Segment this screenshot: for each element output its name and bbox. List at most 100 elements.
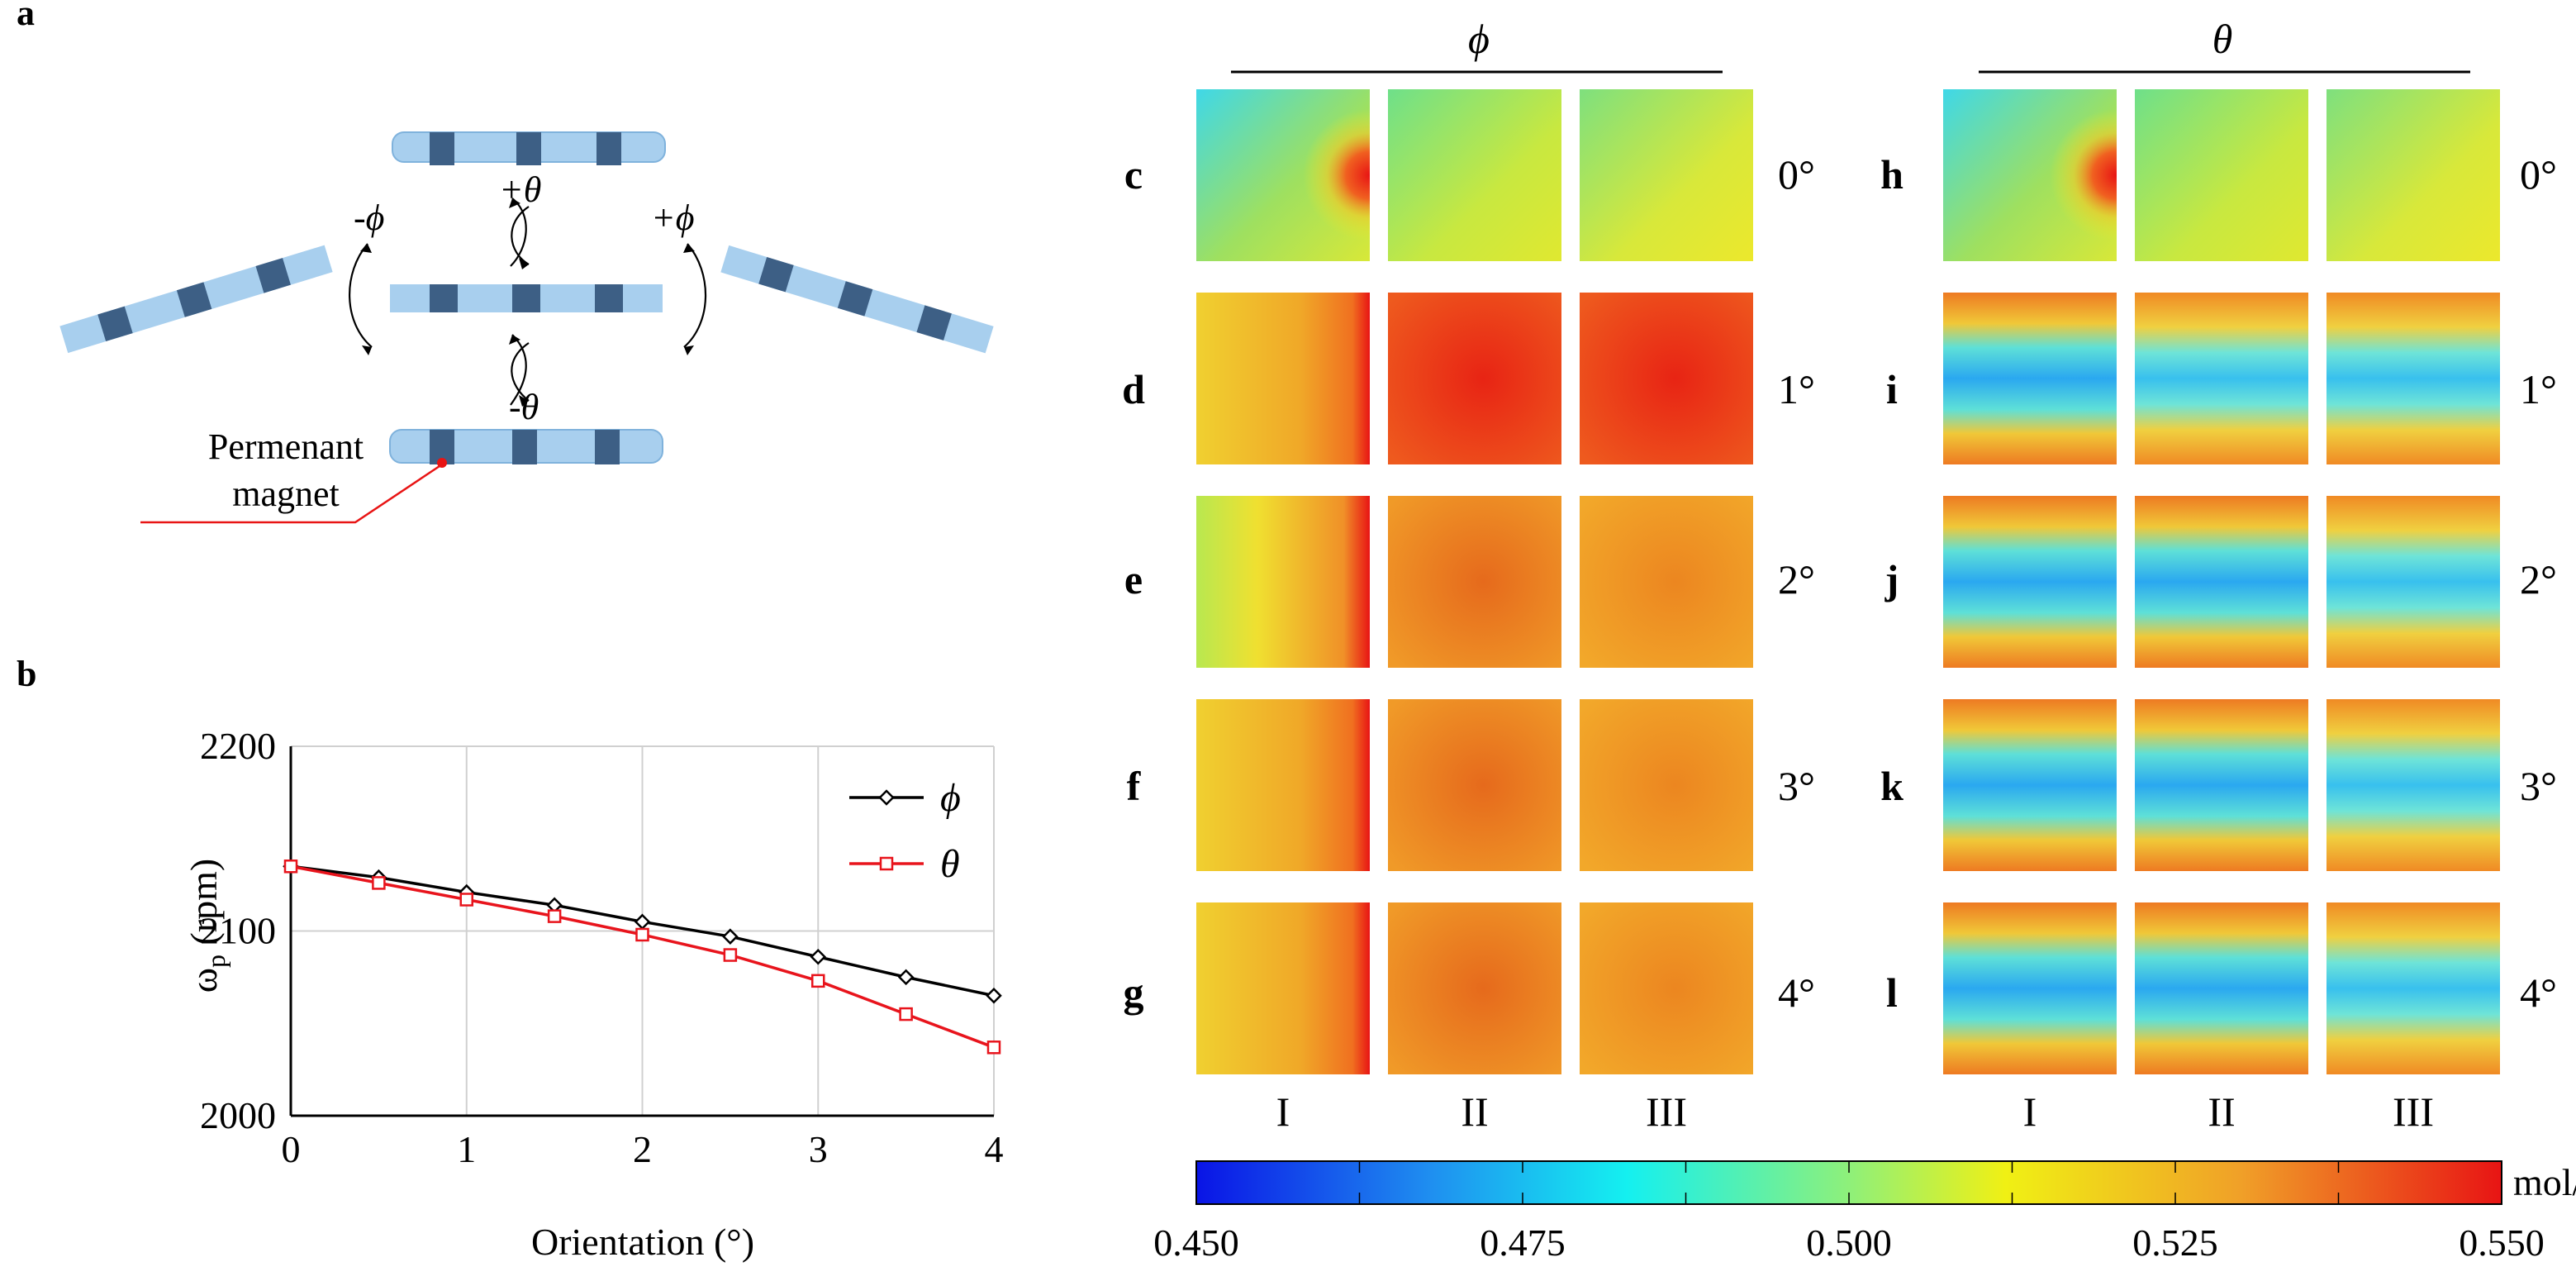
map-phi-2-III bbox=[1580, 496, 1753, 668]
row-letter-k: k bbox=[1880, 763, 1903, 809]
series-0-point-4 bbox=[634, 913, 651, 931]
map-theta-1-II bbox=[2135, 293, 2308, 464]
x-tick-4: 4 bbox=[985, 1128, 1004, 1170]
colorbar-tick-labels: 0.450 0.475 0.500 0.525 0.550 bbox=[1153, 1221, 2545, 1264]
theta-col-III: III bbox=[2393, 1088, 2434, 1135]
map-theta-4-I bbox=[1943, 902, 2117, 1074]
legend-marker-1 bbox=[879, 856, 894, 871]
row-letter-h: h bbox=[1880, 151, 1903, 198]
theta-angle-labels: 0° 1° 2° 3° 4° bbox=[2520, 151, 2557, 1016]
theta-angle-0: 0° bbox=[2520, 151, 2557, 198]
phi-row-letters: c d e f g bbox=[1122, 151, 1145, 1016]
map-phi-3-III bbox=[1580, 699, 1753, 871]
chart-tick-labels: 0 1 2 3 4 2000 2100 2200 bbox=[200, 725, 1004, 1170]
legend-label-0: ϕ bbox=[940, 776, 961, 820]
map-phi-1-III bbox=[1580, 293, 1753, 464]
theta-row-letters: h i j k l bbox=[1880, 151, 1903, 1016]
magnet-label-line1: Permenant bbox=[208, 426, 364, 467]
phi-angle-4: 4° bbox=[1778, 969, 1815, 1016]
x-tick-3: 3 bbox=[809, 1128, 828, 1170]
row-letter-l: l bbox=[1886, 969, 1898, 1016]
series-0-point-7 bbox=[897, 969, 915, 986]
legend-marker-0 bbox=[878, 789, 895, 806]
magnet-bar-tilted-right bbox=[720, 245, 994, 354]
colorbar-label-2: 0.500 bbox=[1806, 1221, 1892, 1264]
chart-y-axis-label: ωp (rpm) bbox=[183, 859, 231, 993]
y-label-main: ω bbox=[183, 968, 225, 993]
colorbar-label-4: 0.550 bbox=[2459, 1221, 2545, 1264]
theta-angle-2: 2° bbox=[2520, 556, 2557, 602]
column-labels: I II III I II III bbox=[1276, 1088, 2434, 1135]
phi-col-II: II bbox=[1461, 1088, 1488, 1135]
row-letter-j: j bbox=[1884, 556, 1899, 602]
series-1-point-5 bbox=[723, 948, 738, 962]
panel-b-letter: b bbox=[17, 654, 36, 694]
row-letter-g: g bbox=[1124, 969, 1144, 1016]
theta-col-I: I bbox=[2023, 1088, 2037, 1135]
map-theta-3-III bbox=[2326, 699, 2500, 871]
series-1-point-1 bbox=[372, 876, 386, 890]
colorbar: 0.450 0.475 0.500 0.525 0.550 mol/m3 bbox=[1153, 1159, 2576, 1264]
theta-angle-4: 4° bbox=[2520, 969, 2557, 1016]
arrow-heads bbox=[360, 198, 695, 407]
chart-x-axis-label: Orientation (°) bbox=[531, 1221, 754, 1263]
theta-angle-1: 1° bbox=[2520, 366, 2557, 412]
phi-angle-labels: 0° 1° 2° 3° 4° bbox=[1778, 151, 1815, 1016]
row-letter-i: i bbox=[1886, 366, 1898, 412]
series-0-point-8 bbox=[986, 987, 1002, 1004]
magnet-bar-top bbox=[392, 131, 666, 165]
panel-a-letter: a bbox=[17, 0, 35, 33]
map-phi-0-II bbox=[1388, 89, 1561, 261]
colorbar-label-3: 0.525 bbox=[2132, 1221, 2218, 1264]
colorbar-unit: mol/m3 bbox=[2513, 1159, 2576, 1203]
map-phi-2-I bbox=[1196, 496, 1370, 668]
y-label-unit: (rpm) bbox=[183, 859, 225, 955]
map-phi-0-III bbox=[1580, 89, 1753, 261]
series-1-point-6 bbox=[811, 974, 825, 988]
y-tick-2100: 2100 bbox=[200, 910, 276, 952]
x-tick-1: 1 bbox=[457, 1128, 476, 1170]
phi-angle-0: 0° bbox=[1778, 151, 1815, 198]
theta-col-II: II bbox=[2208, 1088, 2235, 1135]
series-1-point-0 bbox=[283, 860, 298, 874]
colorbar-unit-base: mol/m bbox=[2513, 1161, 2576, 1203]
legend-label-1: θ bbox=[940, 842, 960, 886]
map-phi-3-II bbox=[1388, 699, 1561, 871]
map-phi-4-III bbox=[1580, 902, 1753, 1074]
chart-legend: ϕθ bbox=[849, 776, 961, 886]
map-theta-2-I bbox=[1943, 496, 2117, 668]
row-letter-e: e bbox=[1124, 556, 1143, 602]
phi-header: ϕ bbox=[1468, 16, 1490, 62]
series-0-point-5 bbox=[722, 928, 739, 945]
map-theta-4-III bbox=[2326, 902, 2500, 1074]
series-1-point-2 bbox=[459, 893, 473, 907]
map-phi-1-I bbox=[1196, 293, 1370, 464]
map-theta-0-II bbox=[2135, 89, 2308, 261]
chart-series bbox=[283, 858, 1002, 1055]
phi-angle-1: 1° bbox=[1778, 366, 1815, 412]
phi-angle-2: 2° bbox=[1778, 556, 1815, 602]
theta-map-grid bbox=[1943, 89, 2500, 1074]
phi-col-I: I bbox=[1276, 1088, 1290, 1135]
map-theta-1-III bbox=[2326, 293, 2500, 464]
orientation-chart: 0 1 2 3 4 2000 2100 2200 ϕθ Orientation (°) ωp … bbox=[183, 725, 1004, 1263]
y-label-sub: p bbox=[201, 955, 231, 968]
map-theta-3-I bbox=[1943, 699, 2117, 871]
row-letter-c: c bbox=[1124, 151, 1143, 198]
theta-angle-3: 3° bbox=[2520, 763, 2557, 809]
map-theta-0-III bbox=[2326, 89, 2500, 261]
map-theta-4-II bbox=[2135, 902, 2308, 1074]
map-phi-4-II bbox=[1388, 902, 1561, 1074]
series-1-point-3 bbox=[547, 909, 562, 923]
map-phi-1-II bbox=[1388, 293, 1561, 464]
magnet-bar-tilted-left bbox=[59, 245, 333, 354]
label-minus-phi: -ϕ bbox=[354, 198, 384, 238]
phi-map-grid bbox=[1196, 89, 1753, 1074]
label-plus-phi: +ϕ bbox=[651, 198, 694, 238]
colorbar-label-0: 0.450 bbox=[1153, 1221, 1239, 1264]
x-tick-0: 0 bbox=[282, 1128, 301, 1170]
series-1-point-4 bbox=[635, 927, 649, 942]
map-phi-3-I bbox=[1196, 699, 1370, 871]
map-phi-2-II bbox=[1388, 496, 1561, 668]
